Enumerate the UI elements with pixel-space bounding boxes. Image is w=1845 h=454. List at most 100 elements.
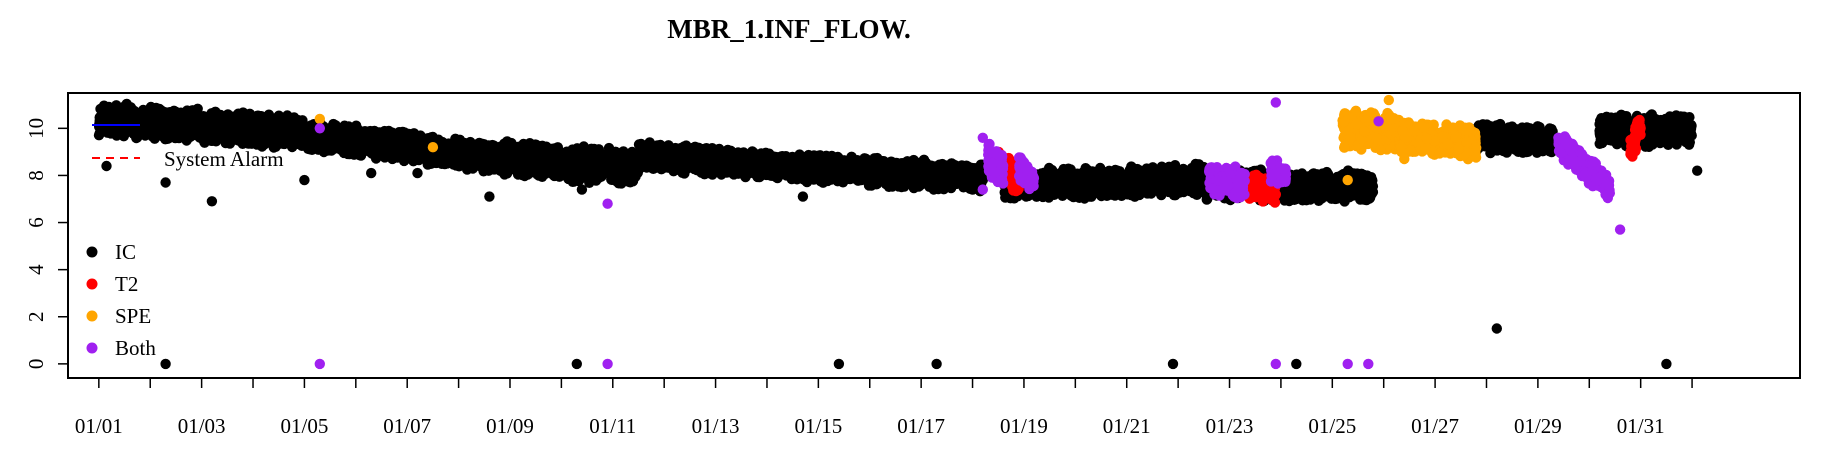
data-point <box>164 132 176 143</box>
data-point <box>114 114 125 126</box>
data-point <box>614 154 625 165</box>
data-point <box>731 167 742 178</box>
data-point <box>396 147 407 158</box>
data-point <box>341 122 352 133</box>
data-point <box>409 139 420 150</box>
data-point <box>506 139 518 150</box>
data-point <box>316 143 327 155</box>
data-point <box>865 175 876 186</box>
data-point <box>354 149 365 161</box>
data-point <box>843 164 854 175</box>
data-point <box>272 121 283 132</box>
data-point <box>102 123 113 135</box>
data-point <box>188 123 200 135</box>
data-point <box>789 165 800 176</box>
data-point <box>833 157 844 168</box>
data-point <box>351 120 362 131</box>
data-point <box>146 107 157 119</box>
data-point <box>106 115 117 126</box>
data-point <box>586 157 597 168</box>
data-point <box>967 182 978 193</box>
data-point <box>465 136 476 148</box>
data-point <box>533 150 545 161</box>
data-point <box>933 183 944 195</box>
data-point <box>916 168 927 180</box>
data-point <box>159 112 170 124</box>
data-point <box>255 131 266 143</box>
data-point <box>415 130 426 141</box>
data-point <box>895 176 906 188</box>
data-point <box>220 137 231 149</box>
data-point <box>255 122 267 133</box>
data-point <box>98 100 110 111</box>
data-point <box>658 161 669 172</box>
data-point <box>125 111 137 122</box>
data-points <box>93 94 1703 370</box>
data-point <box>303 124 314 135</box>
data-point <box>463 148 475 160</box>
data-point <box>328 118 339 130</box>
data-point <box>97 115 108 126</box>
data-point <box>577 156 588 167</box>
chart-title: MBR_1.INF_FLOW. <box>667 14 911 44</box>
data-point <box>774 157 785 169</box>
data-point <box>532 169 543 180</box>
data-point <box>548 161 560 172</box>
data-point <box>767 170 778 181</box>
data-point <box>713 159 725 170</box>
data-point <box>352 135 364 146</box>
data-point <box>454 134 466 145</box>
data-point <box>288 118 299 129</box>
data-point <box>273 110 285 121</box>
data-point <box>165 120 176 131</box>
data-point <box>270 136 281 148</box>
data-point <box>371 140 383 152</box>
data-point <box>244 129 255 141</box>
data-point <box>175 107 187 118</box>
data-point <box>488 144 499 155</box>
data-point <box>139 115 150 126</box>
data-point <box>125 103 137 114</box>
data-point <box>501 151 512 163</box>
data-point <box>851 172 863 183</box>
data-point <box>953 172 964 184</box>
data-point <box>211 131 222 143</box>
data-point <box>562 149 573 160</box>
data-point <box>516 156 527 167</box>
data-point <box>693 142 704 153</box>
data-point <box>200 134 211 145</box>
data-point <box>939 169 950 181</box>
data-point <box>934 159 945 170</box>
data-point <box>568 176 580 187</box>
data-point <box>901 162 912 173</box>
data-point <box>751 161 763 172</box>
data-point <box>720 150 731 161</box>
data-point <box>204 118 215 129</box>
data-point <box>187 105 198 116</box>
plot-frame <box>67 92 1801 379</box>
data-point <box>506 161 517 173</box>
data-point <box>335 139 346 150</box>
data-point <box>886 166 897 177</box>
data-point <box>822 155 833 166</box>
data-point <box>221 121 233 133</box>
data-point <box>681 152 693 163</box>
data-point <box>590 175 602 186</box>
data-point <box>370 153 382 164</box>
data-point <box>230 126 241 137</box>
data-point <box>227 111 239 122</box>
data-point <box>756 149 767 160</box>
data-point <box>741 163 752 175</box>
data-point <box>735 154 746 165</box>
data-point <box>955 162 967 173</box>
data-point <box>383 132 395 144</box>
data-point <box>281 125 292 137</box>
data-point <box>926 166 937 178</box>
data-point <box>198 111 209 123</box>
data-point <box>487 155 498 166</box>
data-point <box>641 154 653 165</box>
data-point <box>822 170 833 181</box>
data-point <box>602 162 613 174</box>
data-point <box>869 153 880 164</box>
